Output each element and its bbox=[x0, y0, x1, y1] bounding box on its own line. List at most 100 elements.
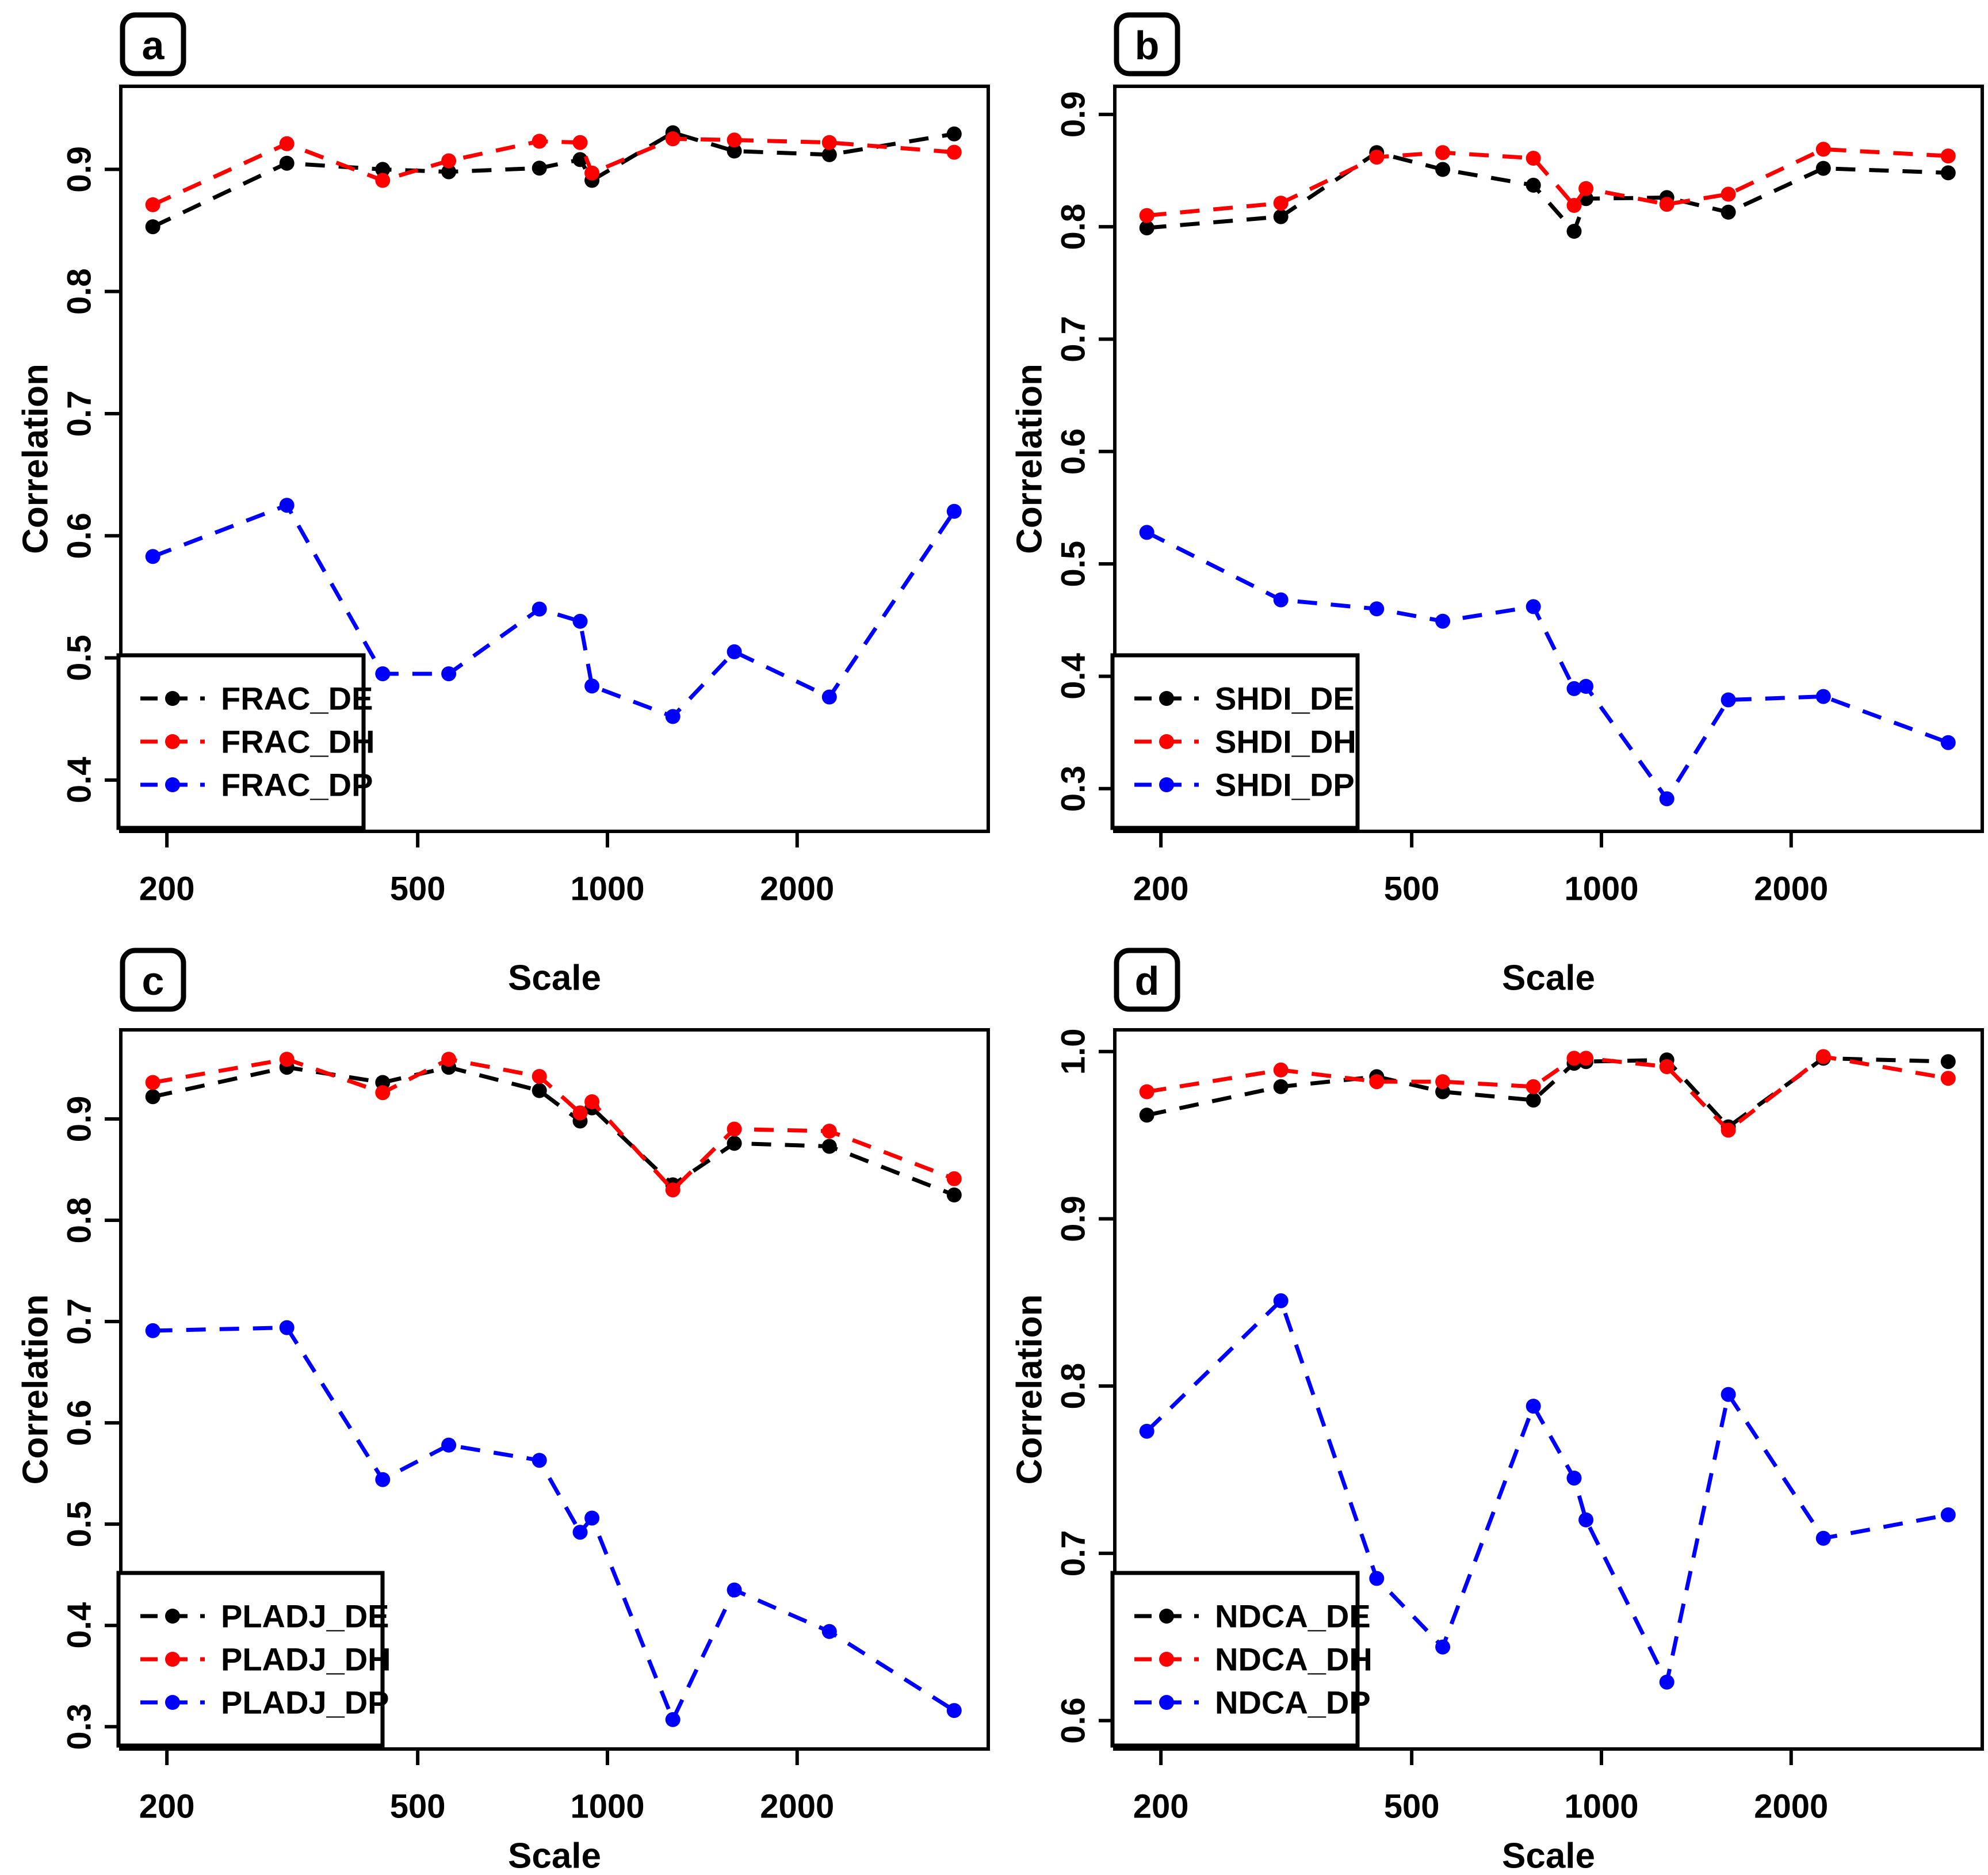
panel-c-series-PLADJ_DP-point bbox=[145, 1323, 160, 1338]
panel-c-legend-label-PLADJ_DP: PLADJ_DP bbox=[221, 1685, 389, 1721]
panel-d-series-NDCA_DH-point bbox=[1721, 1122, 1736, 1138]
panel-a-letter: a bbox=[142, 23, 165, 68]
panel-c-series-PLADJ_DH-point bbox=[665, 1182, 680, 1198]
panel-a-series-FRAC_DH-point bbox=[572, 135, 588, 150]
panel-d-series-NDCA_DH-point bbox=[1369, 1074, 1385, 1090]
panel-a-series-FRAC_DP-line bbox=[152, 502, 956, 719]
panel-a-x-tick-label: 200 bbox=[139, 870, 195, 908]
panel-a-series-FRAC_DP-point bbox=[145, 549, 160, 564]
panel-a-x-axis-title: Scale bbox=[508, 958, 601, 998]
panel-b-series-SHDI_DH-point bbox=[1815, 142, 1831, 157]
panel-d-x-tick-label: 500 bbox=[1384, 1788, 1440, 1826]
panel-a-series-FRAC_DP-point bbox=[375, 666, 391, 682]
panel-a-series-FRAC_DH-point bbox=[441, 153, 457, 169]
panel-d-legend-marker-NDCA_DE bbox=[1159, 1609, 1174, 1624]
panel-c-x-tick-label: 2000 bbox=[760, 1788, 834, 1826]
panel-c-series-PLADJ_DP-point bbox=[375, 1472, 391, 1487]
panel-d-series-NDCA_DH-point bbox=[1566, 1051, 1582, 1066]
panel-c-y-tick-label: 0.8 bbox=[61, 1197, 98, 1244]
panel-b-x-tick-label: 2000 bbox=[1754, 870, 1828, 908]
panel-a-y-axis-title: Correlation bbox=[16, 364, 56, 554]
panel-d-x-axis-title: Scale bbox=[1502, 1836, 1595, 1873]
panel-c-y-tick-label: 0.9 bbox=[61, 1096, 98, 1143]
panel-c-series-PLADJ_DP-point bbox=[279, 1320, 295, 1335]
panel-c-series-PLADJ_DH-point bbox=[572, 1105, 588, 1121]
panel-b-series-SHDI_DP-point bbox=[1566, 681, 1582, 696]
panel-b-x-tick-label: 1000 bbox=[1564, 870, 1638, 908]
panel-d-series-NDCA_DP-point bbox=[1578, 1512, 1594, 1528]
panel-b-y-tick-label: 0.8 bbox=[1055, 204, 1092, 250]
panel-b-label-box bbox=[1114, 12, 1180, 77]
panel-d-series-NDCA_DH-point bbox=[1526, 1079, 1541, 1094]
panel-a-legend-box bbox=[116, 653, 366, 830]
panel-c-series-PLADJ_DP-point bbox=[572, 1525, 588, 1540]
panel-c-series-PLADJ_DP-point bbox=[584, 1510, 600, 1526]
panel-c-series-PLADJ_DE-point bbox=[145, 1089, 160, 1105]
panel-a-series-FRAC_DP-point bbox=[727, 644, 742, 659]
panel-b: 200 500 1000 2000 0.3 0.4 0.5 0.6 0.7 0.8 0.9 Scale… bbox=[1010, 12, 1984, 998]
panel-d-x-tick-label: 2000 bbox=[1754, 1788, 1828, 1826]
panel-b-series-SHDI_DE-point bbox=[1435, 162, 1451, 177]
panel-c-y-tick-label: 0.7 bbox=[61, 1299, 98, 1345]
panel-b-series-SHDI_DH-point bbox=[1273, 196, 1289, 211]
panel-c-x-axis-title: Scale bbox=[508, 1836, 601, 1873]
panel-d-series-NDCA_DP-point bbox=[1526, 1399, 1541, 1414]
panel-b-series-SHDI_DH-point bbox=[1578, 181, 1594, 196]
panel-a-series-FRAC_DH-point bbox=[946, 144, 962, 160]
panel-a-series-FRAC_DH-point bbox=[727, 132, 742, 148]
panel-d-series-NDCA_DE-point bbox=[1273, 1079, 1289, 1094]
panel-a-series-FRAC_DE-point bbox=[821, 147, 837, 162]
panel-b-y-tick-label: 0.5 bbox=[1055, 541, 1092, 587]
panel-a-series-FRAC_DP-point bbox=[946, 503, 962, 519]
panel-d-x-tick-label: 1000 bbox=[1564, 1788, 1638, 1826]
panel-b-series-SHDI_DP-point bbox=[1940, 735, 1956, 750]
panel-a-series-FRAC_DH-point bbox=[665, 131, 680, 147]
panel-c-legend-marker-PLADJ_DH bbox=[165, 1652, 180, 1667]
panel-c-series-PLADJ_DP-point bbox=[441, 1437, 457, 1453]
panel-c-label-box bbox=[120, 948, 186, 1012]
panel-c-y-tick-label: 0.5 bbox=[61, 1501, 98, 1548]
panel-d-series-NDCA_DE-point bbox=[1940, 1054, 1956, 1070]
panel-a-series-FRAC_DP-point bbox=[441, 666, 457, 682]
panel-a-series-FRAC_DP-point bbox=[532, 601, 547, 617]
panel-c-y-tick-label: 0.3 bbox=[61, 1704, 98, 1750]
panel-b-x-tick-label: 500 bbox=[1384, 870, 1440, 908]
panel-c-y-axis-title: Correlation bbox=[16, 1294, 56, 1485]
panel-b-series-SHDI_DH-point bbox=[1721, 186, 1736, 202]
panel-a-x-tick-label: 500 bbox=[390, 870, 446, 908]
panel-d-series-NDCA_DH-point bbox=[1659, 1059, 1674, 1074]
panel-a-legend-label-FRAC_DE: FRAC_DE bbox=[221, 681, 373, 717]
panel-d-series-NDCA_DE-point bbox=[1139, 1108, 1154, 1123]
panel-b-series-SHDI_DP-point bbox=[1815, 689, 1831, 704]
panel-a-series-FRAC_DE-point bbox=[279, 155, 295, 171]
panel-c-series-PLADJ_DH-point bbox=[532, 1069, 547, 1084]
panel-a-series-FRAC_DH-point bbox=[145, 197, 160, 212]
panel-d-label-box bbox=[1114, 948, 1180, 1012]
panel-d-series-NDCA_DH-point bbox=[1435, 1074, 1451, 1090]
panel-b-series-SHDI_DP-point bbox=[1273, 592, 1289, 608]
panel-b-letter: b bbox=[1135, 23, 1160, 68]
panel-b-legend-label-SHDI_DH: SHDI_DH bbox=[1215, 724, 1356, 760]
panel-b-series-SHDI_DP-line bbox=[1146, 530, 1949, 803]
panel-c-y-tick-label: 0.6 bbox=[61, 1400, 98, 1446]
panel-d-series-NDCA_DP-point bbox=[1435, 1639, 1451, 1655]
panel-a-series-FRAC_DH-point bbox=[279, 136, 295, 151]
panel-c: 200 500 1000 2000 0.3 0.4 0.5 0.6 0.7 0.8 0.9 Scale… bbox=[16, 948, 990, 1875]
panel-c-series-PLADJ_DH-point bbox=[375, 1085, 391, 1101]
panel-a-legend-label-FRAC_DP: FRAC_DP bbox=[221, 767, 373, 803]
panel-c-series-PLADJ_DH-line bbox=[152, 1057, 955, 1193]
panel-b-x-axis-title: Scale bbox=[1502, 958, 1595, 998]
panel-b-series-SHDI_DE-point bbox=[1815, 161, 1831, 176]
panel-b-series-SHDI_DP-point bbox=[1578, 679, 1594, 694]
panel-c-y-tick-label: 0.4 bbox=[61, 1602, 98, 1649]
panel-d-y-tick-label: 0.7 bbox=[1055, 1530, 1092, 1577]
panel-d-legend-box bbox=[1110, 1571, 1360, 1748]
panel-a-series-FRAC_DE-point bbox=[532, 161, 547, 176]
panel-d-legend-label-NDCA_DP: NDCA_DP bbox=[1215, 1685, 1371, 1721]
panel-c-series-PLADJ_DH-point bbox=[145, 1075, 160, 1090]
panel-a-legend-marker-FRAC_DP bbox=[165, 777, 180, 792]
panel-d-series-NDCA_DP-point bbox=[1566, 1471, 1582, 1486]
panel-a-series-FRAC_DH-point bbox=[375, 173, 391, 188]
panel-a-series-FRAC_DE-point bbox=[375, 162, 391, 177]
panel-b-series-SHDI_DE-point bbox=[1526, 177, 1541, 193]
